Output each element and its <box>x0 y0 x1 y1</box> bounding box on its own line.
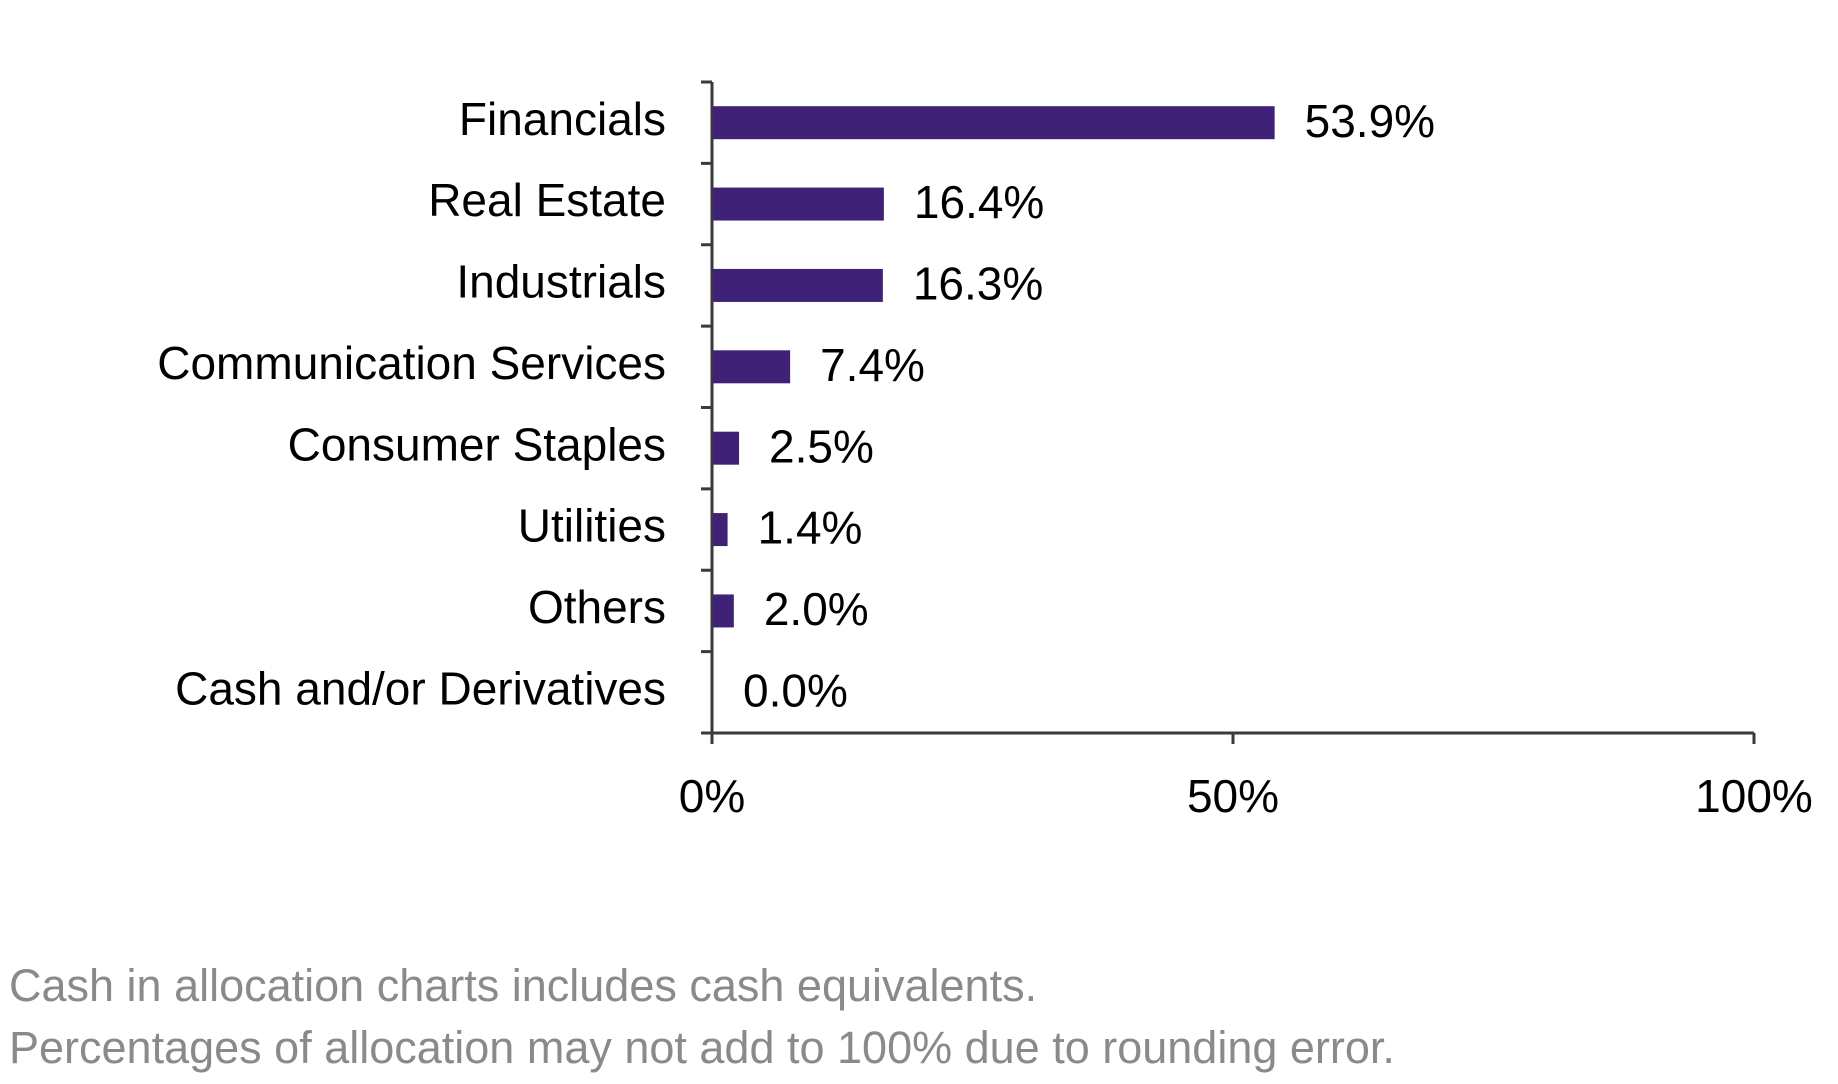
data-label: 1.4% <box>758 502 863 554</box>
data-label: 16.3% <box>913 258 1043 310</box>
bar-communication-services <box>713 350 791 384</box>
footnote-cash: Cash in allocation charts includes cash … <box>9 960 1038 1011</box>
bar-utilities <box>713 513 728 547</box>
footnote-rounding: Percentages of allocation may not add to… <box>9 1022 1395 1073</box>
bar-others <box>713 594 734 628</box>
category-label: Utilities <box>518 500 666 552</box>
category-label: Cash and/or Derivatives <box>175 662 666 714</box>
bar-real-estate <box>713 187 884 221</box>
category-label: Others <box>528 581 666 633</box>
category-label: Real Estate <box>428 174 666 226</box>
data-label: 53.9% <box>1305 95 1435 147</box>
bar-financials <box>713 106 1275 140</box>
category-label: Communication Services <box>157 337 666 389</box>
bar-consumer-staples <box>713 431 740 465</box>
data-label: 7.4% <box>820 339 925 391</box>
x-tick-label: 100% <box>1695 770 1813 822</box>
bar-industrials <box>713 268 883 302</box>
data-label: 2.0% <box>764 583 869 635</box>
category-label: Industrials <box>456 256 666 308</box>
data-label: 16.4% <box>914 176 1044 228</box>
category-label: Financials <box>459 93 666 145</box>
x-tick-label: 50% <box>1187 770 1279 822</box>
data-label: 0.0% <box>743 664 848 716</box>
x-tick-label: 0% <box>679 770 745 822</box>
data-label: 2.5% <box>769 420 874 472</box>
category-label: Consumer Staples <box>288 418 666 470</box>
